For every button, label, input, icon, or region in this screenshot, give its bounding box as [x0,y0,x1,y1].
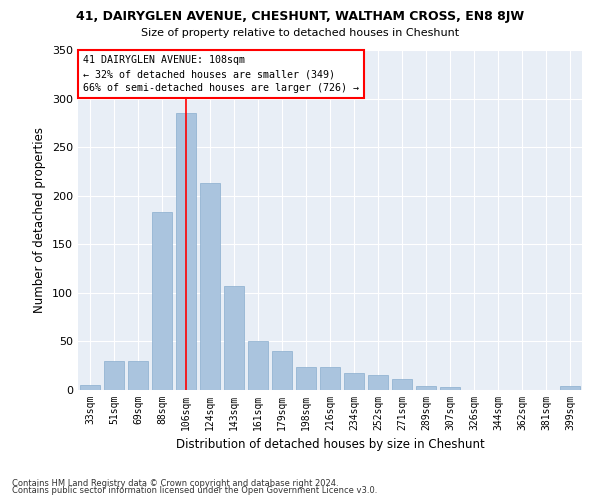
Bar [272,351,292,390]
Text: Contains public sector information licensed under the Open Government Licence v3: Contains public sector information licen… [12,486,377,495]
Bar [320,366,340,390]
Bar [368,376,388,390]
Bar [296,366,316,390]
Bar [248,342,268,390]
Bar [392,380,412,390]
Bar [176,113,196,390]
Bar [128,361,148,390]
Text: 41 DAIRYGLEN AVENUE: 108sqm
← 32% of detached houses are smaller (349)
66% of se: 41 DAIRYGLEN AVENUE: 108sqm ← 32% of det… [83,55,359,93]
Bar [152,212,172,390]
Text: Size of property relative to detached houses in Cheshunt: Size of property relative to detached ho… [141,28,459,38]
Text: Contains HM Land Registry data © Crown copyright and database right 2024.: Contains HM Land Registry data © Crown c… [12,478,338,488]
Bar [560,386,580,390]
X-axis label: Distribution of detached houses by size in Cheshunt: Distribution of detached houses by size … [176,438,484,452]
Bar [416,386,436,390]
Bar [200,183,220,390]
Y-axis label: Number of detached properties: Number of detached properties [34,127,46,313]
Bar [440,387,460,390]
Text: 41, DAIRYGLEN AVENUE, CHESHUNT, WALTHAM CROSS, EN8 8JW: 41, DAIRYGLEN AVENUE, CHESHUNT, WALTHAM … [76,10,524,23]
Bar [224,286,244,390]
Bar [344,372,364,390]
Bar [104,361,124,390]
Bar [80,385,100,390]
